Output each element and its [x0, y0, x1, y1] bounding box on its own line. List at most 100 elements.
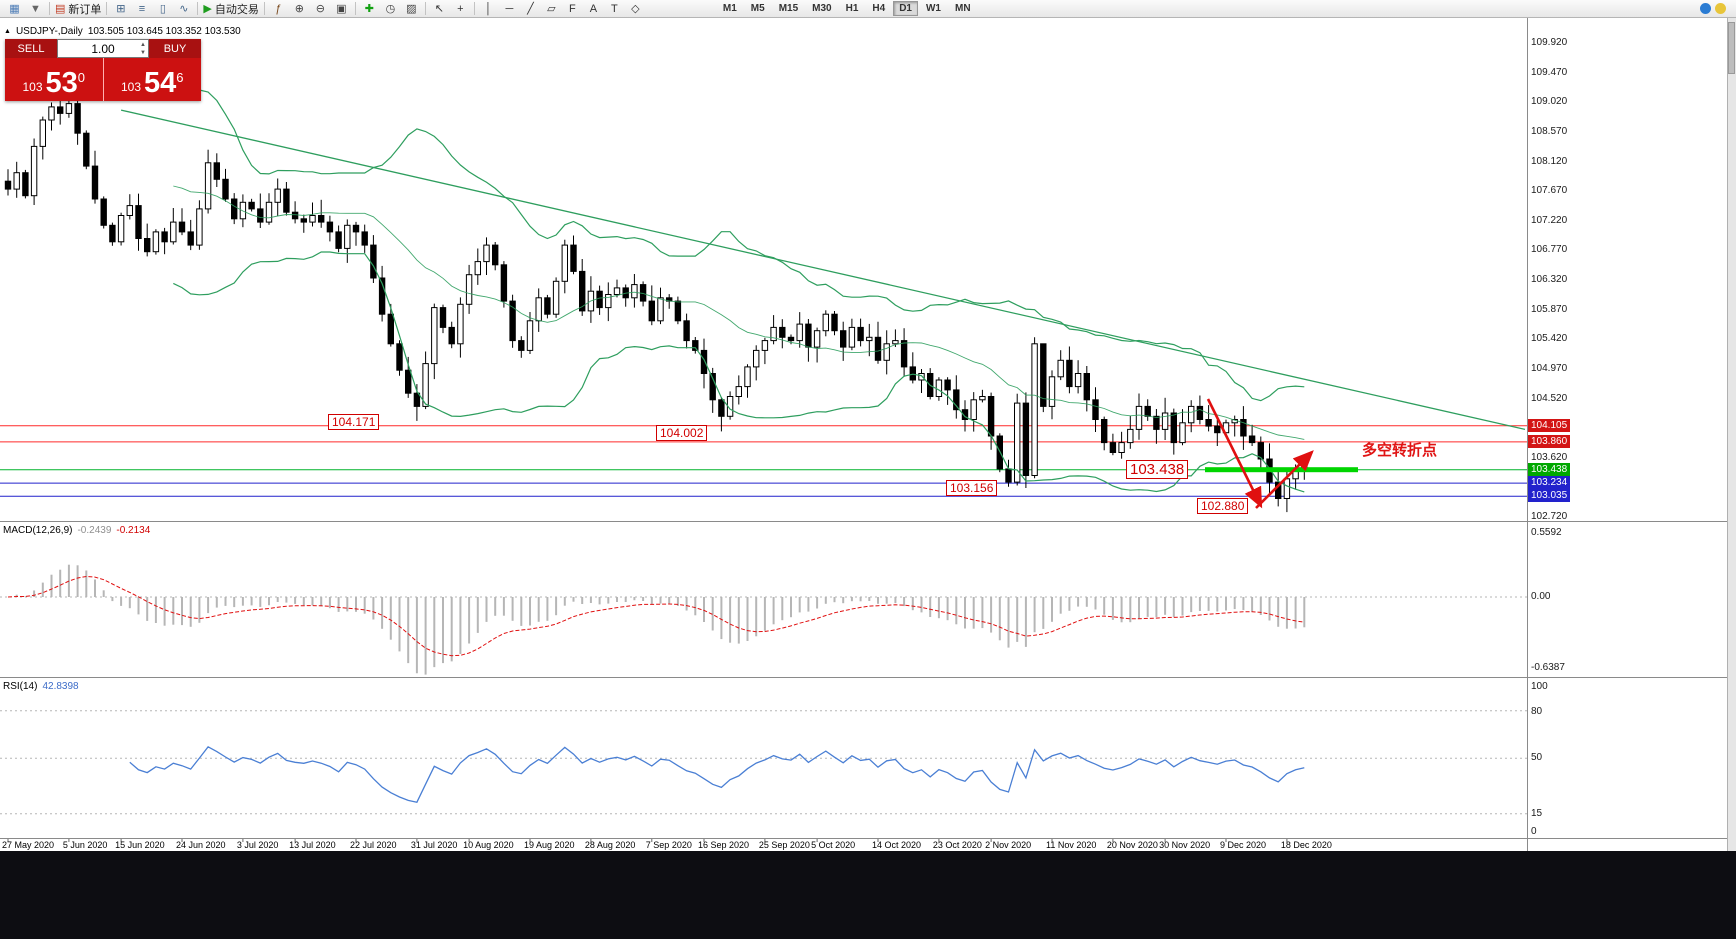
fibonacci-icon[interactable]: F: [562, 1, 583, 17]
macd-panel-separator[interactable]: [0, 521, 1736, 522]
volume-value: 1.00: [91, 41, 115, 56]
sell-price-prefix: 103: [22, 80, 43, 94]
corner-icons: [1700, 3, 1732, 14]
symbol-ohlc: 103.505 103.645 103.352 103.530: [87, 26, 241, 37]
scrollbar-thumb[interactable]: [1728, 22, 1735, 74]
periods-icon[interactable]: ◷: [380, 1, 401, 17]
buy-price-big: 54: [144, 67, 177, 99]
sell-button[interactable]: SELL: [17, 42, 45, 55]
symbol-name: USDJPY-,Daily: [15, 26, 83, 37]
volume-down-icon[interactable]: ▼: [140, 50, 146, 56]
chart-background: [0, 18, 1736, 852]
toolbar-separator: [263, 2, 265, 15]
toolbar-separator: [106, 2, 108, 15]
buy-price-display[interactable]: 103 54 6: [104, 58, 202, 101]
crosshair-icon[interactable]: +: [450, 1, 471, 17]
templates-icon[interactable]: ▨: [401, 1, 422, 17]
charts-grid-icon[interactable]: ⊞: [110, 1, 131, 17]
periods-icon-glyph: ◷: [385, 2, 396, 15]
charts-grid-icon-glyph: ⊞: [116, 2, 126, 15]
volume-input[interactable]: 1.00 ▲ ▼: [57, 39, 149, 58]
hline-icon-glyph: ─: [505, 2, 514, 15]
date-axis-separator: [0, 838, 1736, 839]
volume-stepper[interactable]: ▲ ▼: [140, 41, 146, 57]
chart-mode-line-icon-glyph: ∿: [179, 2, 189, 15]
trendline-icon[interactable]: ╱: [520, 1, 541, 17]
main-toolbar: ▦ ▼ ▤ 新订单 ⊞ ≡ ▯ ∿ ▶ 自动交易 ƒ ⊕ ⊖ ▣ ✚ ◷ ▨ ↖ + │ ─ ╱ ▱ F A T ◇ M1 M5 M15…: [0, 0, 1736, 18]
vline-icon[interactable]: │: [478, 1, 499, 17]
autotrade-glyph: ▶: [203, 2, 212, 15]
zoom-out-icon[interactable]: ⊖: [310, 1, 331, 17]
timeframe-m5[interactable]: M5: [750, 3, 765, 14]
rsi-panel-separator[interactable]: [0, 677, 1736, 678]
corner-alert-icon[interactable]: [1715, 3, 1726, 14]
indicator-list-icon-glyph: ƒ: [275, 2, 282, 15]
timeframe-w1[interactable]: W1: [925, 3, 941, 14]
autotrade-button[interactable]: ▶ 自动交易: [201, 1, 260, 17]
macd-indicator-label: MACD(12,26,9) -0.2439 -0.2134: [3, 525, 150, 536]
cursor-icon[interactable]: ↖: [429, 1, 450, 17]
volume-up-icon[interactable]: ▲: [140, 42, 146, 48]
sell-price-display[interactable]: 103 53 0: [5, 58, 104, 101]
chart-mode-bars-icon-glyph: ≡: [138, 2, 146, 15]
timeframe-switcher: M1 M5 M15 M30 H1 H4 D1 W1 MN: [716, 1, 978, 16]
toolbar-separator: [473, 2, 475, 15]
chart-mode-candles-icon-glyph: ▯: [159, 2, 166, 15]
timeframe-h1[interactable]: H1: [845, 3, 859, 14]
tile-windows-icon-glyph: ▣: [336, 2, 347, 15]
hline-icon[interactable]: ─: [499, 1, 520, 17]
chart-mode-bars-icon[interactable]: ≡: [131, 1, 152, 17]
macd-main-value: -0.2439: [77, 525, 112, 536]
vertical-scrollbar[interactable]: [1727, 18, 1736, 851]
sell-price-big: 53: [45, 67, 78, 99]
rsi-value: 42.8398: [42, 681, 79, 692]
label-icon-glyph: T: [611, 2, 618, 15]
toolbar-separator: [197, 2, 199, 15]
toolbar-items: ▦ ▼ ▤ 新订单 ⊞ ≡ ▯ ∿ ▶ 自动交易 ƒ ⊕ ⊖ ▣ ✚ ◷ ▨ ↖ + │ ─ ╱ ▱ F A T ◇: [4, 1, 646, 17]
rsi-name: RSI(14): [3, 681, 38, 692]
timeframe-m15[interactable]: M15: [778, 3, 799, 14]
crosshair-icon-glyph: +: [457, 2, 464, 15]
new-order-button[interactable]: ▤ 新订单: [53, 1, 103, 17]
chart-profiles-icon[interactable]: ▼: [25, 1, 46, 17]
buy-price-sup: 6: [176, 70, 184, 85]
timeframe-m1[interactable]: M1: [722, 3, 737, 14]
zoom-out-icon-glyph: ⊖: [315, 2, 325, 15]
add-indicator-icon[interactable]: ✚: [359, 1, 380, 17]
tile-windows-icon[interactable]: ▣: [331, 1, 352, 17]
bull-bear-turning-point-note: 多空转折点: [1362, 442, 1438, 459]
corner-chart-icon[interactable]: [1700, 3, 1711, 14]
price-axis-separator: [1527, 18, 1528, 852]
toolbar-separator: [49, 2, 50, 15]
collapse-quote-panel-icon[interactable]: ▲: [4, 28, 11, 35]
timeframe-m30[interactable]: M30: [812, 3, 832, 14]
bottom-empty-area: [0, 851, 1736, 939]
new-chart-icon[interactable]: ▦: [4, 1, 25, 17]
timeframe-d1[interactable]: D1: [893, 1, 918, 16]
macd-signal-value: -0.2134: [116, 525, 151, 536]
vline-icon-glyph: │: [484, 2, 492, 15]
shapes-icon[interactable]: ◇: [625, 1, 646, 17]
new-chart-icon-glyph: ▦: [9, 2, 20, 15]
new-order-glyph: ▤: [55, 2, 66, 15]
new-order-button-label: 新订单: [68, 3, 102, 16]
buy-button[interactable]: BUY: [163, 42, 187, 55]
rsi-indicator-label: RSI(14) 42.8398: [3, 681, 79, 692]
text-icon[interactable]: A: [583, 1, 604, 17]
trendline-icon-glyph: ╱: [527, 2, 534, 15]
channel-icon[interactable]: ▱: [541, 1, 562, 17]
shapes-icon-glyph: ◇: [631, 2, 640, 15]
label-icon[interactable]: T: [604, 1, 625, 17]
buy-price-prefix: 103: [120, 80, 142, 94]
chart-profiles-icon-glyph: ▼: [30, 2, 41, 15]
timeframe-mn[interactable]: MN: [954, 3, 971, 14]
fibonacci-icon-glyph: F: [569, 2, 576, 15]
chart-mode-line-icon[interactable]: ∿: [173, 1, 194, 17]
channel-icon-glyph: ▱: [547, 2, 556, 15]
indicator-list-icon[interactable]: ƒ: [268, 1, 289, 17]
toolbar-separator: [424, 2, 426, 15]
zoom-in-icon[interactable]: ⊕: [289, 1, 310, 17]
timeframe-h4[interactable]: H4: [872, 3, 886, 14]
chart-mode-candles-icon[interactable]: ▯: [152, 1, 173, 17]
